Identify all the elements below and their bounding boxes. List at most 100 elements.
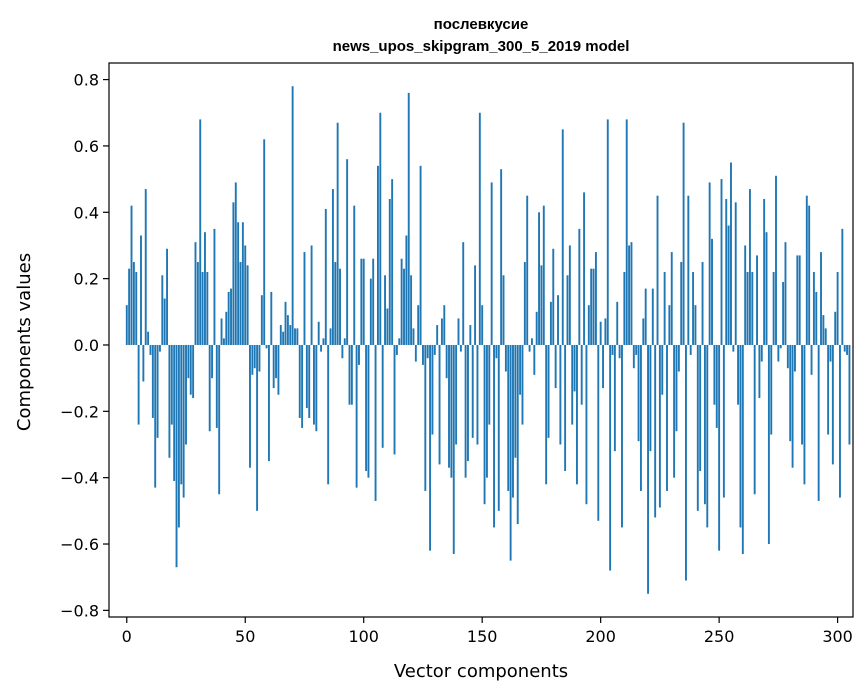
bar	[272, 344, 275, 389]
x-tick-label: 50	[235, 627, 255, 646]
bar	[234, 182, 237, 345]
bar	[535, 311, 538, 345]
bar	[526, 195, 529, 345]
bar	[443, 305, 446, 345]
bar	[621, 344, 623, 528]
bar	[711, 238, 713, 345]
y-axis-label: Components values	[14, 253, 35, 431]
bar	[341, 344, 344, 359]
bar	[673, 344, 676, 478]
bar	[317, 321, 320, 345]
bar	[568, 245, 571, 345]
bar	[599, 321, 602, 345]
bar	[576, 344, 578, 485]
bar	[810, 344, 813, 375]
bar	[403, 268, 405, 345]
bar	[445, 344, 448, 379]
bar	[530, 338, 533, 345]
bar	[538, 212, 540, 345]
plot-frame	[108, 62, 854, 618]
bar	[542, 205, 545, 345]
bar	[808, 205, 811, 345]
bar	[237, 222, 240, 345]
bar	[559, 344, 562, 445]
bar	[132, 262, 135, 345]
bar	[282, 331, 285, 345]
bar	[758, 344, 761, 399]
bar	[438, 344, 441, 465]
bar	[374, 344, 377, 501]
bar	[455, 344, 458, 445]
y-tick-label: 0.4	[74, 203, 99, 222]
bar	[564, 344, 567, 472]
bar	[516, 344, 519, 525]
bar	[135, 271, 138, 345]
bar	[267, 344, 270, 462]
bar	[320, 344, 323, 352]
bar	[692, 271, 695, 345]
bar	[168, 344, 171, 458]
bar	[779, 344, 782, 349]
bar	[765, 232, 768, 345]
bar	[294, 328, 296, 345]
bar	[260, 295, 263, 345]
bar	[737, 344, 740, 405]
y-axis: −0.8 −0.6 −0.4 −0.2 0.0 0.2 0.4 0.6 0.8	[60, 71, 109, 620]
bar	[230, 288, 232, 345]
bar	[284, 301, 287, 345]
bar	[846, 344, 849, 355]
bar	[746, 271, 749, 345]
bar	[405, 235, 408, 345]
bar	[713, 344, 716, 405]
bar	[632, 344, 635, 369]
bar	[651, 288, 654, 345]
bar	[639, 344, 642, 491]
bar	[834, 311, 837, 345]
bar	[128, 268, 131, 345]
bar	[161, 275, 164, 345]
bar	[422, 344, 424, 365]
bar	[459, 344, 462, 352]
bar	[474, 265, 477, 345]
bar	[756, 255, 758, 345]
bar	[509, 344, 512, 561]
bar	[585, 344, 588, 505]
x-tick-label: 150	[467, 627, 498, 646]
bar	[611, 344, 614, 355]
bar	[580, 344, 583, 405]
bar	[685, 344, 687, 581]
bar	[488, 344, 491, 425]
bar	[336, 122, 339, 345]
bar	[751, 271, 754, 345]
bar	[220, 318, 223, 345]
bar	[182, 344, 185, 498]
bar	[493, 344, 495, 528]
bar	[360, 258, 363, 345]
bar	[225, 311, 228, 345]
bar	[386, 308, 389, 345]
bar	[566, 275, 569, 345]
bar	[144, 189, 147, 345]
bar	[130, 205, 133, 345]
x-tick-label: 250	[704, 627, 735, 646]
bar	[142, 344, 145, 382]
bar	[327, 344, 330, 485]
bar	[376, 165, 379, 345]
bar	[502, 275, 505, 345]
bar	[215, 344, 218, 428]
bar	[722, 344, 725, 498]
bar	[436, 325, 439, 345]
bar	[305, 344, 308, 409]
bar	[843, 344, 846, 352]
bar	[798, 255, 801, 345]
bar	[303, 252, 306, 345]
bar	[365, 344, 368, 472]
bar	[763, 199, 766, 345]
bar	[125, 305, 128, 345]
bar	[687, 195, 690, 345]
bar	[201, 271, 204, 345]
y-tick-label: −0.8	[60, 601, 99, 620]
bar	[637, 344, 640, 442]
bar	[699, 344, 702, 472]
bar	[663, 271, 666, 345]
